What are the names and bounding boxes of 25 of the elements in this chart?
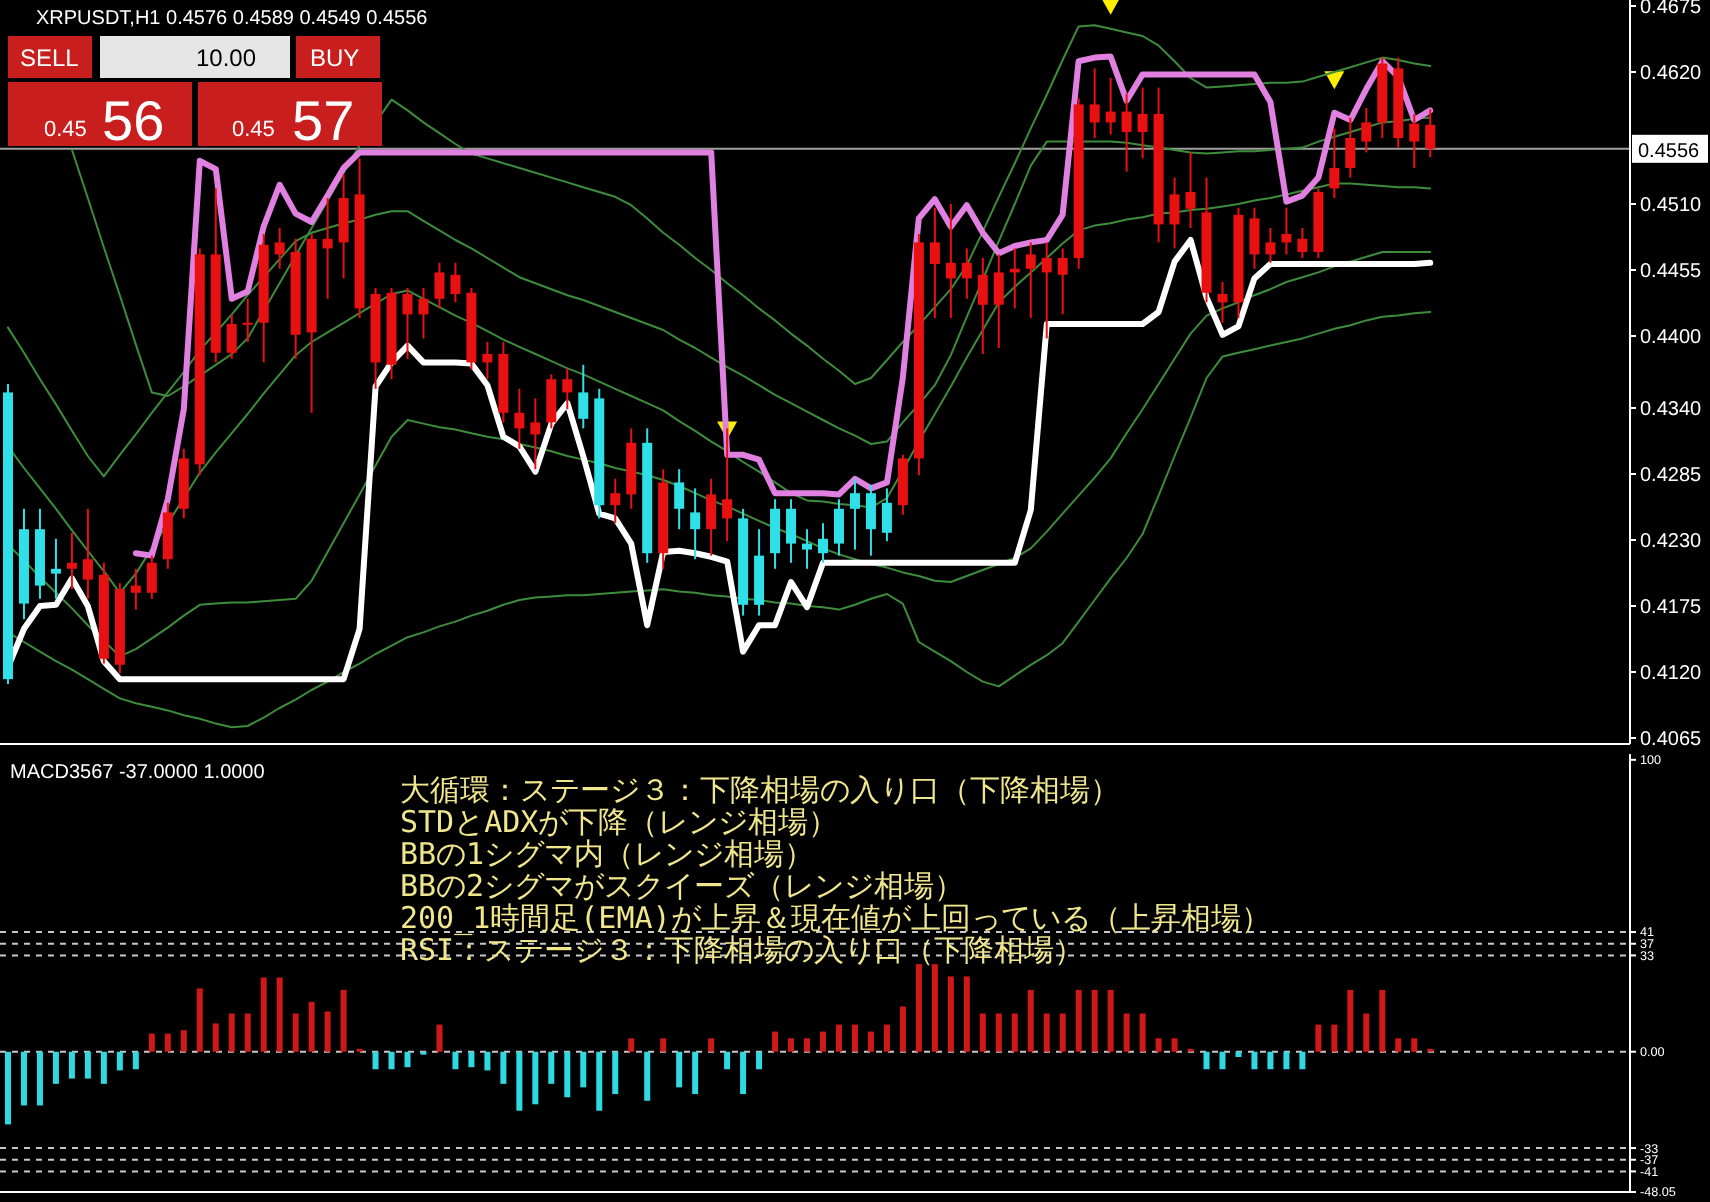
annotation: BBの2シグマがスクイーズ（レンジ相場）: [400, 868, 965, 904]
y-tick-label: 0.4230: [1640, 531, 1703, 553]
y-tick-label: 0.4400: [1640, 327, 1703, 349]
y-tick-label: 0.4620: [1640, 63, 1703, 85]
y-tick-label: 0.4455: [1640, 261, 1703, 283]
annotation: 0.45: [44, 118, 87, 142]
annotation: 10.00: [195, 44, 257, 72]
y-tick-label: 0.4065: [1640, 729, 1703, 751]
ref-line-label: 0.4556: [1638, 140, 1701, 163]
chart-title: MACD3567 -37.0000 1.0000: [10, 762, 266, 784]
y-tick-label: 0.4510: [1640, 195, 1703, 217]
annotation: BBの1シグマ内（レンジ相場）: [400, 836, 815, 872]
annotation: 200_1時間足(EMA)が上昇＆現在値が上回っている（上昇相場）: [400, 900, 1271, 936]
annotation: STDとADXが下降（レンジ相場）: [400, 804, 839, 840]
y-tick-label: 0.4175: [1640, 597, 1703, 619]
annotation: BUY: [310, 44, 360, 72]
y-tick-label: 0.4340: [1640, 399, 1703, 421]
annotation: 57: [292, 90, 355, 152]
y-tick-label: 0.4285: [1640, 465, 1703, 487]
annotation: 0.45: [232, 118, 275, 142]
annotation: 56: [102, 90, 165, 152]
annotation: SELL: [20, 44, 80, 72]
chart-title: XRPUSDT,H1 0.4576 0.4589 0.4549 0.4556: [36, 8, 429, 30]
y-tick-label: 0.4120: [1640, 663, 1703, 685]
annotation: 大循環：ステージ３：下降相場の入り口（下降相場）: [400, 772, 1120, 808]
